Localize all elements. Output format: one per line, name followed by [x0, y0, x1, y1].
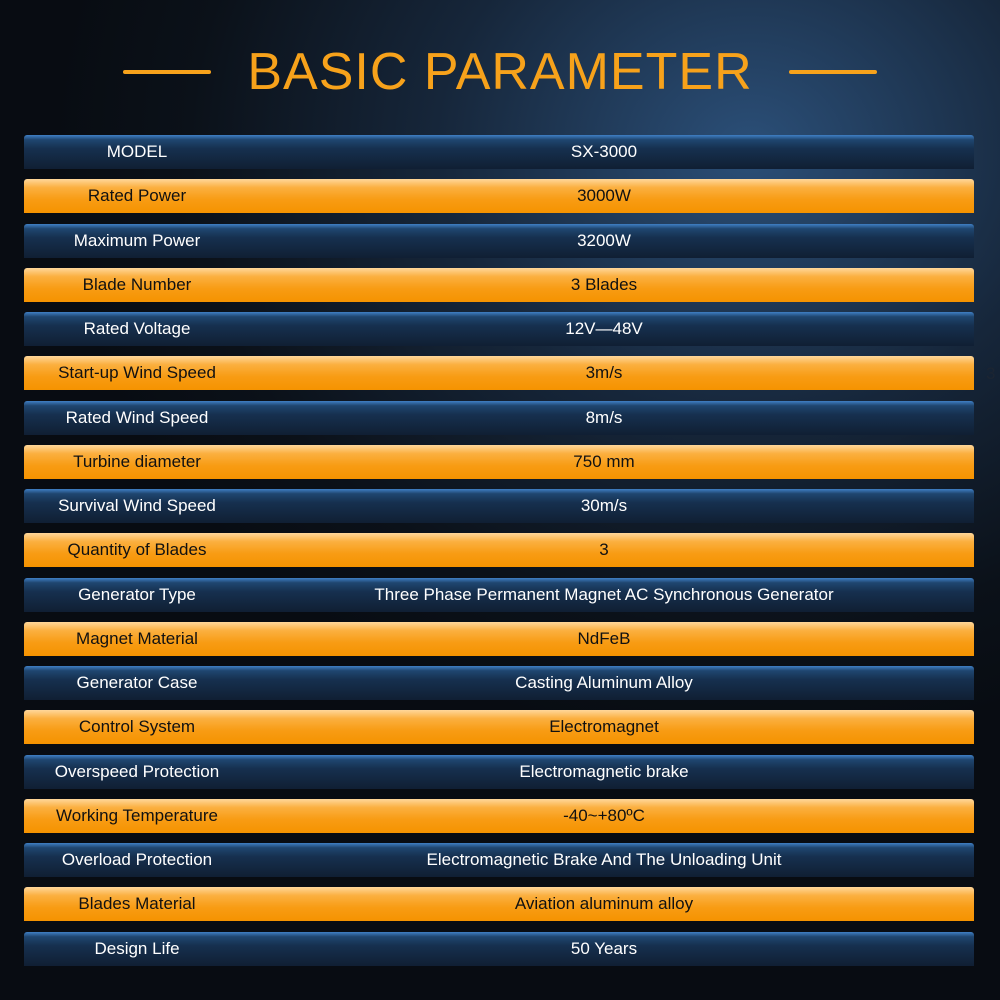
row-label: Working Temperature: [56, 805, 218, 825]
row-label: Blades Material: [78, 894, 196, 914]
table-row: MODEL SX-3000: [24, 135, 974, 169]
row-value: 30m/s: [580, 496, 628, 515]
table-row: Rated Wind Speed 8m/s: [24, 400, 974, 435]
title-right-line: [788, 70, 877, 74]
table-row: Blade Number 3 Blades: [24, 267, 974, 302]
row-value: NdFeB: [577, 628, 631, 648]
table-row: Working Temperature -40~+80ºC: [24, 798, 974, 833]
row-label: Turbine diameter: [73, 451, 201, 471]
row-label: Generator Case: [76, 673, 198, 692]
row-value: 750 mm: [573, 451, 635, 471]
table-row: Survival Wind Speed 30m/s: [24, 489, 974, 523]
table-row: Generator Type Three Phase Permanent Magn…: [24, 577, 974, 612]
table-row: Blades Material Aviation aluminum alloy: [24, 887, 974, 922]
table-row: Start-up Wind Speed 3m/s: [24, 356, 974, 391]
row-value: 8m/s: [585, 407, 623, 427]
row-label: Generator Type: [78, 584, 196, 604]
table-row: Maximum Power 3200W: [24, 223, 974, 258]
table-row: Turbine diameter 750 mm: [24, 444, 974, 479]
table-row: Control System Electromagnet: [24, 710, 974, 745]
row-value: -40~+80ºC: [563, 805, 645, 825]
row-value: Aviation aluminum alloy: [514, 894, 694, 914]
table-row: Rated Voltage 12V—48V: [24, 312, 974, 346]
row-value: Three Phase Permanent Magnet AC Synchron…: [374, 584, 834, 604]
stray-text: 3: [986, 364, 996, 383]
page-title: BASIC PARAMETER: [247, 43, 753, 101]
row-value: Electromagnet: [549, 717, 659, 737]
table-row: Rated Power 3000W: [24, 179, 974, 214]
row-label: Overspeed Protection: [54, 761, 220, 781]
row-label: Rated Voltage: [83, 319, 191, 338]
row-label: Overload Protection: [61, 850, 213, 869]
table-row: Generator Case Casting Aluminum Alloy: [24, 666, 974, 700]
row-value: Casting Aluminum Alloy: [515, 673, 693, 692]
row-label: Start-up Wind Speed: [58, 363, 216, 383]
header: BASIC PARAMETER: [0, 40, 1000, 104]
row-value: 50 Years: [570, 938, 638, 958]
row-label: Blade Number: [82, 274, 192, 294]
row-value: 3 Blades: [570, 274, 638, 294]
row-label: Quantity of Blades: [67, 540, 207, 560]
table-row: Quantity of Blades 3: [24, 533, 974, 568]
row-value: Electromagnetic brake: [519, 761, 689, 781]
table-row: Magnet Material NdFeB: [24, 621, 974, 656]
row-value: 3: [599, 540, 609, 560]
row-label: Design Life: [94, 938, 180, 958]
table-row: Overspeed Protection Electromagnetic brak…: [24, 754, 974, 789]
row-label: Rated Wind Speed: [65, 407, 209, 427]
row-value: 3m/s: [585, 363, 623, 383]
row-value: 12V—48V: [565, 319, 643, 338]
title-left-line: [123, 70, 212, 74]
row-label: Rated Power: [87, 186, 187, 206]
row-value: 3200W: [577, 230, 631, 250]
row-label: MODEL: [106, 142, 168, 161]
row-label: Survival Wind Speed: [58, 496, 216, 515]
row-value: Electromagnetic Brake And The Unloading …: [426, 850, 782, 869]
row-value: SX-3000: [570, 142, 638, 161]
row-label: Maximum Power: [73, 230, 201, 250]
row-value: 3000W: [577, 186, 631, 206]
table-row: Overload Protection Electromagnetic Brake…: [24, 843, 974, 877]
row-label: Control System: [78, 717, 196, 737]
row-label: Magnet Material: [76, 628, 198, 648]
table-row: Design Life 50 Years: [24, 931, 974, 966]
